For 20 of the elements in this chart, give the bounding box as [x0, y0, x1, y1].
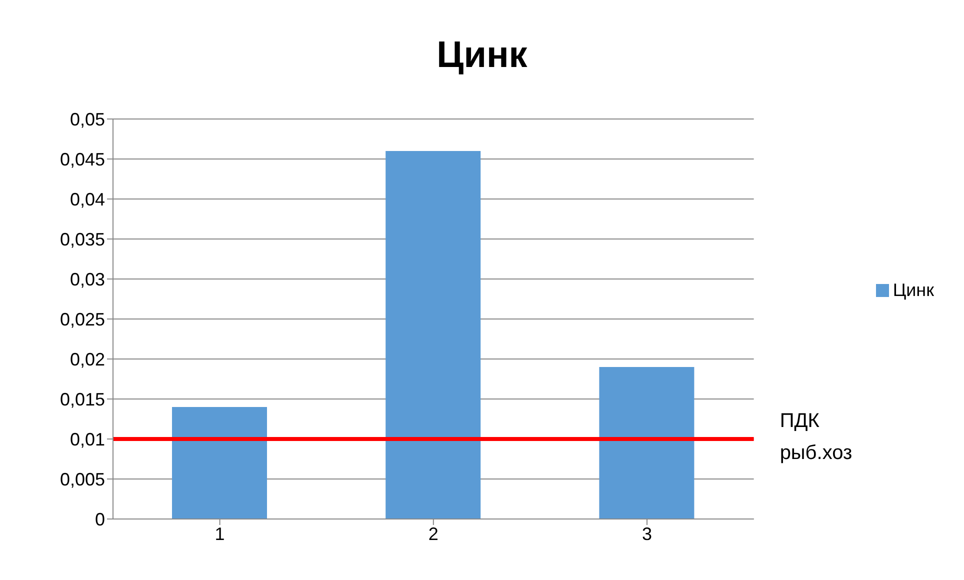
- y-tick-label: 0,015: [60, 389, 105, 410]
- x-tick-label: 2: [428, 524, 438, 544]
- ref-line-label: ПДК рыб.хоз: [780, 410, 852, 464]
- y-tick-label: 0,025: [60, 309, 105, 330]
- y-tick-label: 0: [94, 509, 105, 530]
- y-tick-label: 0,05: [70, 109, 105, 130]
- y-tick-label: 0,03: [70, 269, 105, 290]
- bar: [172, 407, 267, 519]
- y-tick-label: 0,005: [60, 469, 105, 490]
- bar: [386, 151, 481, 519]
- x-tick-label: 3: [642, 524, 652, 544]
- chart-title: Цинк: [436, 34, 528, 76]
- legend-label: Цинк: [892, 280, 934, 300]
- x-tick-label: 1: [214, 524, 225, 544]
- bar: [599, 367, 694, 519]
- y-tick-label: 0,035: [60, 229, 105, 250]
- y-tick-label: 0,045: [60, 149, 105, 170]
- y-tick-label: 0,04: [70, 189, 105, 210]
- y-tick-label: 0,01: [70, 429, 105, 450]
- y-tick-label: 0,02: [70, 349, 105, 370]
